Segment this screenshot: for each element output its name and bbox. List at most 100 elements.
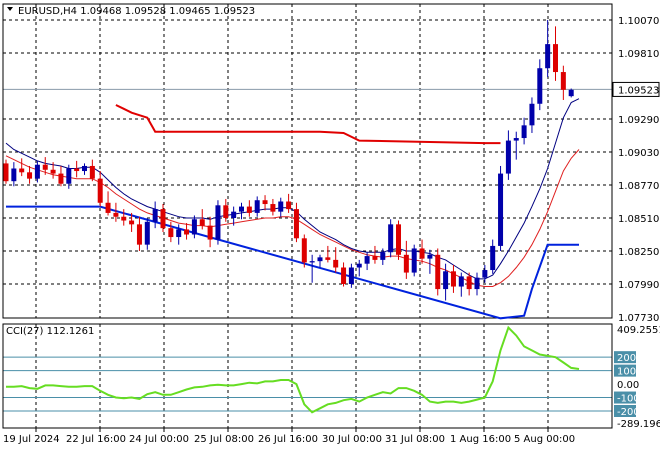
- time-tick-label: 22 Jul 16:00: [66, 434, 126, 445]
- candle-body: [58, 173, 64, 184]
- candle-body: [348, 267, 354, 284]
- candle-body: [388, 224, 394, 253]
- candle-body: [207, 225, 213, 240]
- candle-body: [50, 169, 56, 174]
- candle-body: [231, 211, 237, 218]
- cci-panel-frame: [2, 323, 613, 429]
- time-tick-label: 24 Jul 00:00: [129, 434, 189, 445]
- candle-body: [97, 178, 103, 203]
- time-tick-label: 19 Jul 2024: [3, 434, 60, 445]
- cci-level-tag: [614, 391, 636, 404]
- candle-body: [254, 200, 260, 213]
- candle-body: [74, 168, 80, 172]
- candle-body: [450, 271, 456, 287]
- price-tick-label: 1.07990: [618, 280, 659, 291]
- candle-body: [113, 212, 119, 217]
- candle-body: [11, 168, 17, 182]
- candle-body: [372, 256, 378, 260]
- candle-body: [160, 209, 166, 229]
- candle-body: [66, 168, 72, 184]
- time-tick-label: 1 Aug 16:00: [450, 434, 511, 445]
- candle-body: [105, 202, 111, 213]
- candle-body: [246, 206, 252, 213]
- candle-body: [333, 259, 339, 268]
- cci-tick-label: 100: [617, 367, 636, 378]
- candle-body: [136, 224, 142, 245]
- candle-body: [356, 263, 362, 268]
- candle-body: [129, 220, 135, 225]
- candle-body: [529, 103, 535, 126]
- cci-tick-label: -100: [617, 394, 640, 405]
- candle-body: [270, 204, 276, 212]
- symbol-dropdown-icon[interactable]: [7, 7, 13, 11]
- time-tick-label: 5 Aug 00:00: [514, 434, 575, 445]
- candle-body: [82, 165, 87, 172]
- candle-body: [537, 68, 543, 104]
- ma-fast-line: [5, 98, 580, 280]
- candle-body: [152, 209, 158, 222]
- price-panel-frame: [2, 3, 613, 319]
- price-tick-label: 1.10070: [618, 16, 659, 27]
- support-line: [6, 205, 579, 320]
- price-tick-label: 1.09290: [618, 115, 659, 126]
- candle-body: [223, 205, 229, 218]
- candle-body: [443, 271, 449, 290]
- time-tick-label: 30 Jul 00:00: [322, 434, 382, 445]
- time-tick-label: 25 Jul 08:00: [194, 434, 254, 445]
- candle-body: [419, 248, 425, 259]
- symbol-name: EURUSD,H4: [18, 6, 77, 17]
- price-tick-label: 1.09810: [618, 49, 659, 60]
- cci-level-tag: [614, 351, 636, 364]
- candle-body: [490, 245, 496, 271]
- candle-body: [317, 257, 323, 262]
- candle-body: [176, 229, 182, 238]
- current-price-tag: [612, 81, 660, 97]
- candle-body: [215, 205, 221, 240]
- candle-body: [458, 276, 464, 287]
- candle-body: [403, 254, 409, 273]
- candle-body: [293, 209, 299, 239]
- candle-body: [168, 228, 174, 238]
- symbol-ohlc-label: EURUSD,H4 1.09468 1.09528 1.09465 1.0952…: [18, 6, 255, 17]
- candle-body: [262, 200, 268, 205]
- cci-tick-label: -289.1964: [617, 419, 660, 430]
- candle-body: [498, 173, 504, 246]
- price-tick-label: 1.08250: [618, 247, 659, 258]
- cci-tick-label: 0.00: [617, 380, 639, 391]
- candle-body: [341, 267, 347, 284]
- cci-tick-label: -200: [617, 407, 640, 418]
- candle-body: [184, 229, 190, 235]
- candle-body: [89, 165, 95, 179]
- candle-body: [364, 256, 370, 264]
- cci-level-tag: [614, 364, 636, 377]
- candle-body: [521, 125, 527, 139]
- candle-body: [301, 238, 307, 263]
- candle-body: [34, 164, 40, 179]
- candle-body: [3, 163, 9, 182]
- resistance-line: [115, 104, 501, 145]
- candle-body: [239, 206, 244, 212]
- time-tick-label: 31 Jul 08:00: [385, 434, 445, 445]
- candle-body: [121, 216, 127, 221]
- cci-line: [6, 325, 580, 414]
- candle-body: [482, 270, 488, 278]
- candle-body: [325, 257, 331, 260]
- candle-body: [144, 221, 150, 245]
- price-tick-label: 1.08510: [618, 214, 659, 225]
- candle-body: [474, 277, 480, 290]
- candle-body: [380, 252, 386, 260]
- time-tick-label: 26 Jul 16:00: [258, 434, 318, 445]
- candle-body: [309, 261, 315, 263]
- candle-body: [191, 219, 197, 235]
- candle-body: [286, 201, 292, 210]
- ohlc-values: 1.09468 1.09528 1.09465 1.09523: [80, 6, 255, 17]
- candle-body: [19, 168, 25, 173]
- candle-body: [396, 224, 401, 255]
- candle-body: [560, 72, 566, 90]
- candle-body: [27, 172, 33, 179]
- candle-body: [427, 254, 433, 259]
- candle-body: [411, 248, 417, 273]
- candle-body: [42, 164, 48, 170]
- candle-body: [553, 44, 558, 73]
